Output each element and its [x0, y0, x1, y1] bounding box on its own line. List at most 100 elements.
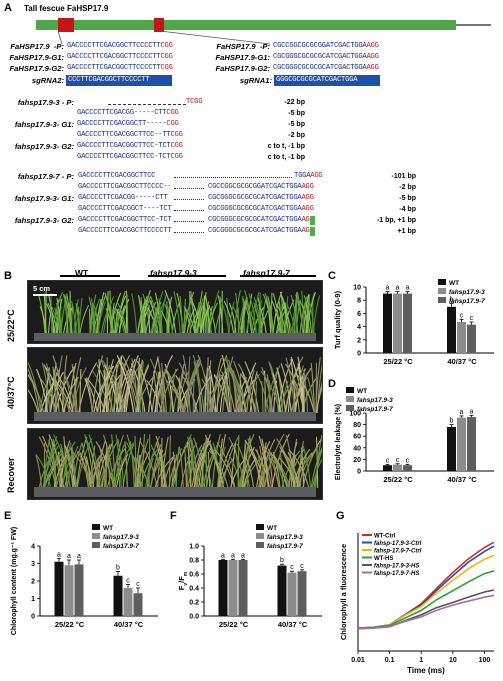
legend-swatch: [256, 533, 264, 539]
legend-label: fahsp-17.9-7-HS: [374, 571, 419, 577]
left-row-2-sequence: GACCCCTTCGACGGCTTCCCCTTCGG: [67, 64, 173, 72]
target-site-2: [58, 18, 74, 32]
chart-chlorophyll-fluorescence: 0.01 0.1 1 10 100 Time (ms) Chlorophyll a fluo…: [339, 533, 495, 675]
mut7-row-1-left: GACCCCTTCGACGGCTTCCCC--: [78, 183, 172, 191]
bar-WT-1: [277, 565, 287, 616]
bar-fahsp17.9-7-1: [467, 417, 476, 471]
significance-letter: a: [460, 409, 464, 416]
legend-label: WT: [357, 388, 367, 395]
group-fahsp17-9-7: fahsp17.9-7: [243, 268, 290, 278]
significance-letter: a: [77, 553, 81, 560]
y-tick-label: 0.2: [189, 600, 199, 607]
mut7-row-3-right: CGCGGGCGCGCGCATCGACTGGAAGG: [208, 205, 314, 213]
bar-WT-0: [383, 465, 392, 471]
x-category-label: 25/22 °C: [55, 620, 85, 629]
x-category-label: 40/37 °C: [278, 620, 308, 629]
significance-letter: c: [136, 581, 140, 588]
y-tick-label: 60: [353, 434, 361, 441]
legend-swatch: [438, 288, 446, 294]
legend-swatch: [92, 533, 100, 539]
y-axis-label: Electrolyte leakage (%): [335, 404, 342, 480]
panel-label-g: G: [336, 510, 345, 522]
condition-25-22: 25/22°C: [6, 309, 16, 342]
bar-WT-0: [54, 561, 64, 616]
panel-label-a: A: [4, 2, 12, 14]
bar-WT-1: [113, 575, 123, 616]
right-row-1-label: FaHSP17.9-G1:: [215, 53, 270, 62]
panel-label-f: F: [170, 510, 177, 522]
legend-label: fahsp17.9-3: [449, 289, 485, 296]
mut7-row-4-left: GACCCCTTCGACGGCTTCC-TCT: [78, 216, 172, 224]
y-axis-label: Turf quality (0-9): [333, 290, 342, 349]
significance-letter: a: [406, 285, 410, 292]
legend-label: WT: [103, 525, 113, 532]
significance-letter: a: [67, 553, 71, 560]
group-wt: WT: [75, 268, 89, 278]
significance-letter: c: [300, 563, 304, 570]
legend-label: fahsp17.9-3: [357, 397, 393, 404]
left-row-0-label: FaHSP17.9 -P:: [10, 42, 64, 51]
mut7-note-4: -1 bp, +1 bp: [376, 217, 416, 224]
gene-title: Tall fescue FaHSP17.9: [24, 4, 109, 13]
right-row-2-sequence: CGCGGGCGCGCGCATCGACTGGAAGG: [273, 64, 379, 72]
bar-fahsp17.9-7-1: [133, 593, 143, 616]
photo-25-22: [27, 280, 323, 344]
x-category-label: 25/22 °C: [383, 475, 413, 484]
y-tick-label: 20: [353, 457, 361, 464]
target-site-connectors: [57, 30, 271, 45]
scale-bar: [33, 294, 57, 296]
x-tick-label: 0.01: [351, 657, 365, 664]
y-axis-label: Fv/Fm: [177, 571, 189, 590]
legend-label: WT: [449, 280, 459, 287]
left-row-1-label: FaHSP17.9-G1:: [9, 53, 64, 62]
bar-fahsp17.9-7-0: [238, 560, 248, 616]
left-row-1-sequence: GACCCCTTCGACGGCTTCCCCTTCGG: [67, 53, 173, 61]
series-line-3: [357, 570, 495, 629]
x-category-label: 40/37 °C: [447, 357, 477, 366]
legend-swatch: [438, 297, 446, 303]
scale-bar-label: 5 cm: [33, 284, 51, 293]
sgrna1-label: sgRNA1:: [239, 76, 272, 85]
y-axis-label: Chlorophyll content (mg.g⁻¹ FW): [11, 527, 18, 635]
mut3-row-4-sequence: GACCCCTTCGACGGCTTCC-TCTCGG: [77, 142, 183, 150]
condition-40-37: 40/37°C: [6, 376, 16, 409]
sgrna2-label: sgRNA2:: [31, 76, 64, 85]
mut7-row-0-left: GACCCCTTCGACGGCTTCC: [78, 172, 156, 180]
significance-letter: c: [406, 457, 410, 464]
y-tick-label: 0.8: [189, 558, 199, 565]
mut7-row-3-left: GACCCCTTCGACGGCT----TCT: [78, 205, 172, 213]
mut7-row-2-right: CGCGGGCGCGCGCATCGACTGGAAGG: [208, 194, 314, 202]
mut7-note-5: +1 bp: [397, 228, 416, 235]
series-line-5: [357, 594, 495, 630]
mut3-row-1-sequence: GACCCCTTCGACGG-----CTTCGG: [77, 109, 179, 117]
bar-WT-0: [383, 293, 392, 353]
x-tick-label: 0.1: [385, 657, 395, 664]
significance-letter: c: [386, 457, 390, 464]
mut3-row-2-sequence: GACCCCTTCGACGGCTT-----CGG: [77, 120, 179, 128]
y-tick-label: 3: [31, 561, 35, 568]
significance-letter: c: [126, 578, 130, 585]
legend-swatch: [256, 542, 264, 548]
mut7-row-1-right: CGCCGGCGCGCGGATCGACTGGAAGG: [208, 183, 314, 191]
x-category-label: 25/22 °C: [383, 357, 413, 366]
bar-fahsp17.9-7-1: [297, 571, 307, 616]
bar-fahsp17.9-7-0: [403, 293, 412, 353]
mut3-note-0: -22 bp: [284, 99, 305, 106]
mut7-row-5-right: CGCGGGCGCGCGCATCGACTGGAAGG: [208, 227, 314, 235]
bar-fahsp17.9-3-0: [64, 565, 74, 616]
y-tick-label: 0.0: [189, 614, 199, 621]
x-category-label: 25/22 °C: [219, 620, 249, 629]
mut7-row-4-label: fahsp17.9-3- G2:: [14, 216, 74, 225]
chart-fv-fm: 0.00.20.40.60.81.0a a a25/22 °Cbc c40/37 °C…: [177, 524, 322, 629]
panel-label-b: B: [4, 270, 12, 282]
y-tick-label: 0: [31, 614, 35, 621]
legend-label: fahsp-17.9-3-Ctrl: [374, 541, 422, 547]
significance-letter: c: [290, 564, 294, 571]
significance-letter: a: [221, 552, 225, 559]
target-site-1: [154, 18, 164, 32]
legend-label: WT-Ctrl: [374, 533, 396, 539]
legend-swatch: [92, 542, 100, 548]
significance-letter: b: [280, 557, 284, 564]
